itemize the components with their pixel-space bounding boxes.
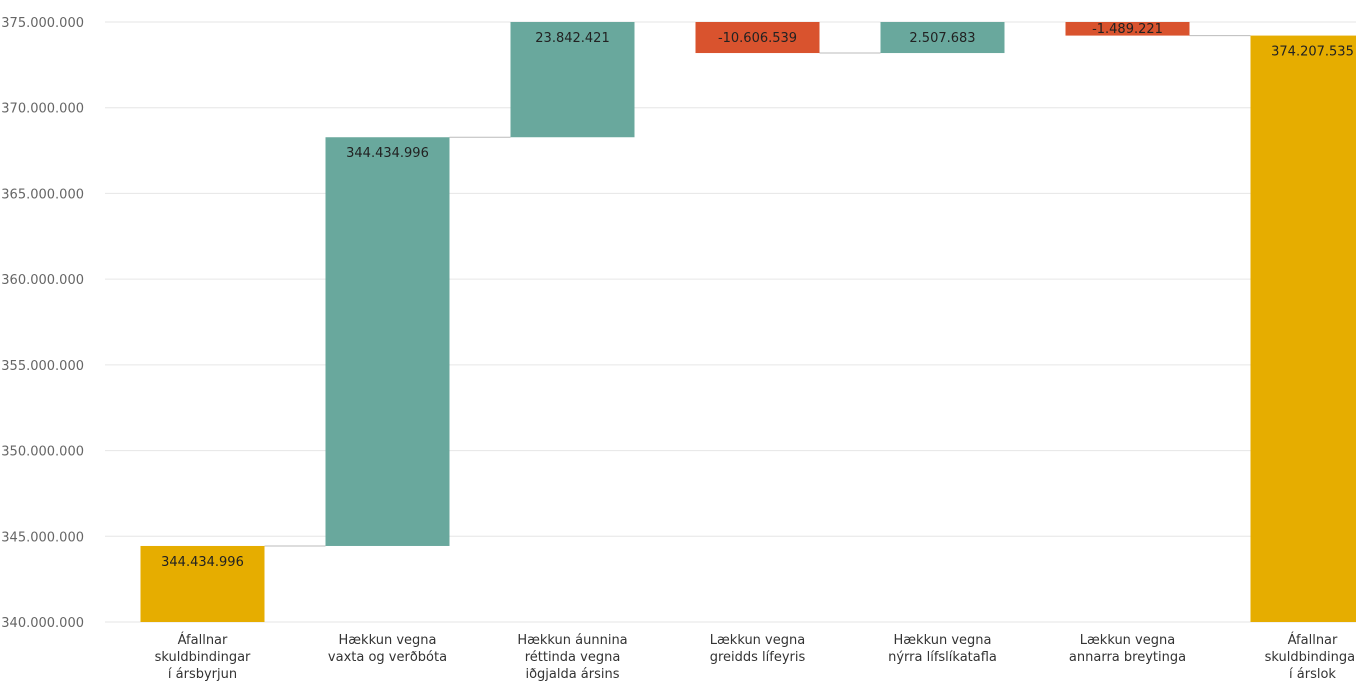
x-tick-line: Lækkun vegna [710, 633, 805, 648]
bar [140, 545, 265, 622]
data-label: 344.434.996 [346, 146, 429, 161]
y-tick-label: 365.000.000 [1, 187, 84, 202]
bar [510, 22, 635, 138]
x-tick-label: Áfallnar skuldbindingar í ársbyrjun [155, 632, 251, 682]
x-tick-line: nýrra lífslíkatafla [888, 650, 997, 665]
y-tick-label: 375.000.000 [1, 16, 84, 31]
bar [1065, 22, 1190, 36]
bar [880, 22, 1005, 54]
x-tick-line: greidds lífeyris [710, 650, 806, 665]
x-tick-line: Hækkun vegna [894, 633, 992, 648]
x-tick-line: Hækkun vegna [339, 633, 437, 648]
x-tick-line: í ársbyrjun [168, 667, 237, 682]
data-label: 344.434.996 [161, 555, 244, 570]
x-tick-line: Lækkun vegna [1080, 633, 1175, 648]
y-tick-label: 345.000.000 [1, 530, 84, 545]
data-label: 23.842.421 [535, 31, 609, 46]
x-tick-line: í árslok [1289, 667, 1336, 682]
data-label: 374.207.535 [1271, 45, 1354, 60]
data-label: -10.606.539 [718, 31, 797, 46]
x-tick-line: vaxta og verðbóta [328, 650, 447, 665]
x-tick-label: Hækkun vegna vaxta og verðbóta [328, 633, 447, 665]
bar [1250, 35, 1356, 623]
x-tick-line: annarra breytinga [1069, 650, 1186, 665]
x-tick-line: Áfallnar [178, 632, 228, 648]
x-tick-label: Lækkun vegna greidds lífeyris [710, 633, 806, 665]
data-label: -1.489.221 [1092, 22, 1163, 37]
y-tick-label: 370.000.000 [1, 102, 84, 117]
x-tick-line: skuldbindingar [155, 650, 251, 665]
data-label: 2.507.683 [909, 31, 975, 46]
x-tick-line: iðgjalda ársins [525, 667, 619, 682]
x-tick-label: Áfallnar skuldbindingar í árslok [1265, 632, 1356, 682]
x-tick-label: Lækkun vegna annarra breytinga [1069, 633, 1186, 665]
x-tick-line: réttinda vegna [525, 650, 621, 665]
y-tick-label: 355.000.000 [1, 359, 84, 374]
x-tick-label: Hækkun vegna nýrra lífslíkatafla [888, 633, 997, 665]
x-tick-label: Hækkun áunnina réttinda vegna iðgjalda árs… [517, 633, 627, 682]
y-tick-label: 350.000.000 [1, 445, 84, 460]
x-tick-line: Hækkun áunnina [517, 633, 627, 648]
x-tick-line: Áfallnar [1288, 632, 1338, 648]
x-tick-line: skuldbindingar [1265, 650, 1356, 665]
y-tick-label: 340.000.000 [1, 616, 84, 631]
bar [695, 22, 820, 54]
bar [325, 137, 450, 546]
y-tick-label: 360.000.000 [1, 273, 84, 288]
